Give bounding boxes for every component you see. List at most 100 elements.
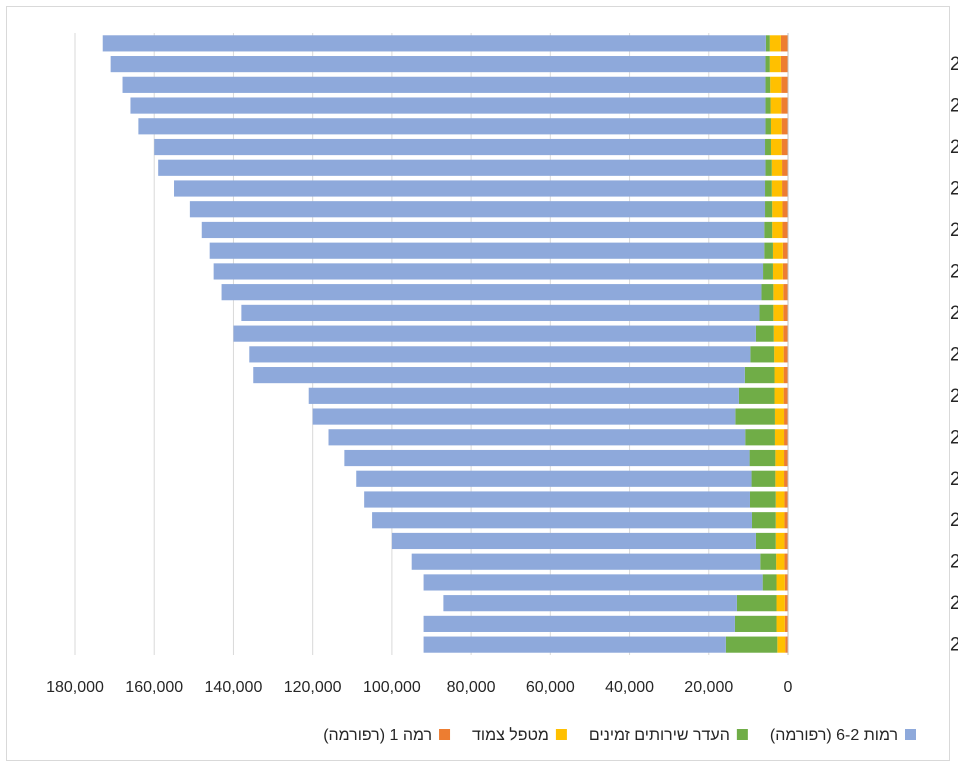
x-tick-label: 180,000 (46, 679, 104, 696)
bar-segment (782, 263, 788, 280)
bar-segment (734, 615, 777, 632)
bar-segment (781, 76, 788, 93)
bar-segment (765, 35, 770, 52)
legend-swatch (439, 729, 451, 740)
bar-segment (312, 408, 736, 425)
bar-segment (233, 325, 756, 342)
bar-segment (773, 304, 784, 321)
bar-segment (773, 325, 784, 342)
bar-segment (372, 512, 752, 529)
category-label: פברואר2021 (950, 386, 958, 407)
bar-segment (391, 532, 756, 550)
bar-segment (770, 118, 782, 135)
bar-segment (249, 346, 751, 363)
bar-segment (364, 491, 750, 508)
bar-segment (765, 76, 771, 93)
bar-segment (783, 325, 788, 342)
legend-swatch (736, 729, 748, 740)
bar-segment (769, 35, 781, 52)
bar-segment (344, 449, 750, 467)
bar-segment (328, 429, 746, 446)
bar-segment (784, 408, 788, 425)
bar-segment (751, 512, 776, 529)
category-label: יוני 2020 (950, 552, 958, 573)
x-tick-labels: 0 20,000 40,000 60,000 80,000 100,000 120,000 1… (46, 679, 792, 696)
category-label: אוקטובר2021 (950, 220, 958, 241)
bar-segment (777, 636, 786, 653)
x-tick-label: 0 (784, 679, 793, 696)
bar-segment (738, 387, 775, 404)
category-label: יוני 2022 (950, 54, 958, 75)
bar-segment (783, 367, 788, 384)
bar-segment (130, 97, 766, 114)
legend-swatch (555, 729, 567, 740)
bar-segment (744, 367, 775, 384)
gridlines (74, 33, 710, 655)
x-tick-label: 140,000 (205, 679, 263, 696)
bar-segment (772, 201, 783, 218)
bar-segment (761, 284, 774, 301)
bar-segment (213, 263, 764, 280)
category-label: אוקטובר2020 (950, 469, 958, 490)
bar-segment (771, 159, 783, 176)
bar-segment (776, 615, 785, 632)
bar-segment (782, 180, 788, 197)
bar-segment (189, 201, 766, 218)
bar-segment (423, 574, 763, 591)
bar-segment (784, 574, 788, 591)
bar-segment (443, 595, 737, 612)
bar-segment (776, 574, 785, 591)
bar-segment (423, 636, 726, 653)
bar-segment (781, 138, 788, 156)
category-label: יוני 2021 (950, 303, 958, 324)
category-label: אוגוסט 2021 (950, 261, 958, 282)
bar-segment (765, 97, 771, 114)
bar-segment (770, 138, 782, 156)
bar-segment (774, 367, 784, 384)
bar-segment (759, 304, 774, 321)
legend-swatch (905, 729, 916, 740)
bar-segment (783, 387, 788, 404)
bar-segment (760, 553, 777, 570)
bar-segment (774, 346, 784, 363)
bar-segment (784, 553, 788, 570)
bar-segment (755, 325, 774, 342)
legend-label: העדר שירותים זמינים (589, 727, 730, 744)
bar-segment (783, 284, 788, 301)
category-label: פברואר2022 (950, 137, 958, 158)
bar-segment (763, 263, 773, 280)
bar-segment (751, 470, 776, 487)
bar-segment (782, 201, 788, 218)
bar-segment (765, 159, 772, 176)
bar-segment (769, 56, 781, 73)
bar-segment (784, 491, 788, 508)
bar-segment (783, 304, 788, 321)
bar-segment (772, 263, 783, 280)
bar-segment (154, 138, 766, 156)
bar-segment (770, 76, 782, 93)
x-tick-label: 120,000 (284, 679, 342, 696)
legend-label: רמה 1 (רפורמה) (323, 727, 432, 744)
x-tick-label: 160,000 (125, 679, 183, 696)
x-tick-label: 100,000 (363, 679, 421, 696)
bar-segment (783, 346, 788, 363)
category-label: דצמבר 2021 (950, 179, 958, 200)
bar-segment (780, 56, 788, 73)
category-label: אפריל 2020 (950, 593, 958, 614)
category-label: פברואר2020 (950, 635, 958, 656)
bar-segment (174, 180, 766, 197)
category-label: אוגוסט 2020 (950, 510, 958, 531)
bar-segment (735, 408, 775, 425)
bar-segment (784, 532, 788, 550)
bar-segment (423, 615, 735, 632)
bar-segment (775, 532, 785, 550)
bar-segment (784, 512, 788, 529)
bar-segment (772, 242, 783, 259)
bar-segment (749, 449, 776, 467)
bar-segment (308, 387, 739, 404)
bar-segment (781, 97, 788, 114)
bar-segment (755, 532, 776, 550)
category-label: אפריל 2021 (950, 344, 958, 365)
bar-segment (784, 615, 788, 632)
